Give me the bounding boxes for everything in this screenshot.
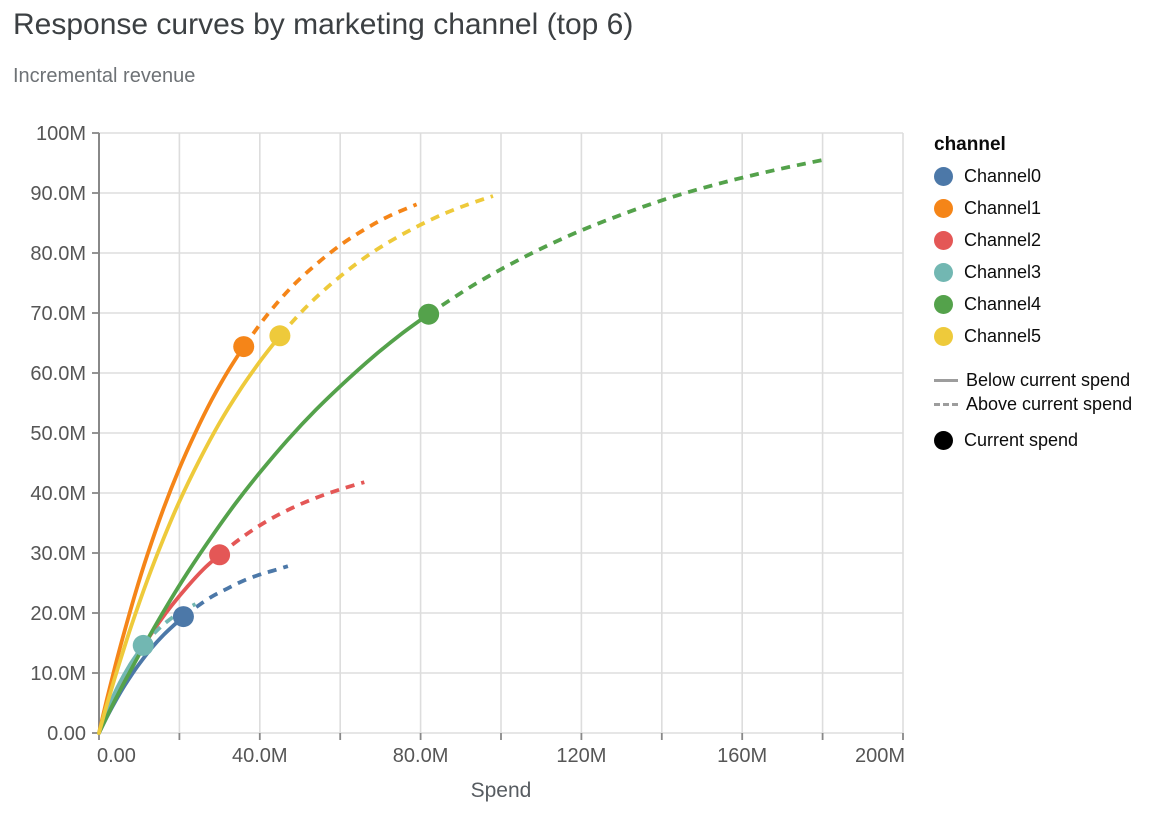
series-channel4-above-curve [427, 158, 823, 316]
x-tick-labels: 0.00 40.0M 80.0M 120M 160M 200M [97, 745, 905, 767]
current-spend-point-channel2 [209, 544, 231, 566]
current-spend-point-channel5 [269, 325, 291, 347]
legend-item-label: Channel2 [964, 229, 1042, 250]
current-spend-point-channel3 [132, 634, 154, 656]
channel0-swatch-icon [934, 166, 953, 186]
dashed-line-icon [934, 402, 958, 406]
legend-item-channel5: Channel5 [934, 320, 1162, 352]
chart-subtitle: Incremental revenue [13, 65, 196, 87]
x-axis-title: Spend [470, 779, 532, 802]
series-channel1-below-curve [97, 344, 246, 735]
channel1-swatch-icon [934, 198, 953, 218]
legend-item-label: Current spend [964, 429, 1079, 450]
legend-item-solid-line: Below current spend [934, 368, 1162, 392]
current-spend-dot-icon [934, 430, 953, 450]
y-tick-label: 60.0M [30, 363, 86, 385]
y-tick-label: 10.0M [30, 663, 86, 685]
y-tick-labels: 0.00 10.0M 20.0M 30.0M 40.0M 50.0M 60.0M 70.0M 8… [30, 123, 86, 745]
legend-channel-title: channel [934, 134, 1006, 155]
axes [92, 132, 904, 740]
x-tick-label: 200M [855, 745, 905, 767]
current-spend-point-channel0 [172, 606, 194, 628]
y-tick-label: 20.0M [30, 603, 86, 625]
y-tick-label: 50.0M [30, 423, 86, 445]
channel5-swatch-icon [934, 326, 953, 346]
y-tick-label: 30.0M [30, 543, 86, 565]
x-tick-label: 120M [556, 745, 606, 767]
channel3-swatch-icon [934, 262, 953, 282]
gridlines [99, 132, 904, 734]
series-channel5-above-curve [278, 194, 494, 338]
channel4-swatch-icon [934, 294, 953, 314]
legend-item-label: Channel0 [964, 165, 1042, 186]
legend-item-label: Channel4 [964, 293, 1042, 314]
series-channel0-above-curve [182, 564, 289, 619]
series-channel1-above-curve [242, 202, 418, 348]
chart-title: Response curves by marketing channel (to… [13, 8, 634, 41]
series-channel5-below-curve [97, 333, 282, 735]
current-spend-point-channel4 [418, 303, 440, 325]
y-tick-label: 100M [36, 123, 86, 145]
legend-item-channel4: Channel4 [934, 288, 1162, 320]
legend-item-channel3: Channel3 [934, 256, 1162, 288]
y-tick-label: 70.0M [30, 303, 86, 325]
legend-channel-items: Channel0 Channel1 Channel2 Channel3 Channel4… [934, 160, 1162, 352]
x-tick-label: 80.0M [393, 745, 449, 767]
legend-item-label: Below current spend [966, 369, 1131, 390]
y-tick-label: 80.0M [30, 243, 86, 265]
x-tick-label: 0.00 [97, 745, 136, 767]
current-spend-point-channel1 [233, 336, 255, 358]
legend-item-dashed-line: Above current spend [934, 392, 1162, 416]
x-tick-label: 40.0M [232, 745, 288, 767]
legend-item-channel1: Channel1 [934, 192, 1162, 224]
y-tick-label: 0.00 [47, 723, 86, 745]
series-channel2-above-curve [218, 480, 365, 557]
legend-item-label: Channel3 [964, 261, 1042, 282]
series-curves [97, 158, 823, 735]
solid-line-icon [934, 378, 958, 382]
legend-item-label: Channel5 [964, 325, 1042, 346]
channel2-swatch-icon [934, 230, 953, 250]
y-tick-label: 40.0M [30, 483, 86, 505]
legend-item-channel2: Channel2 [934, 224, 1162, 256]
legend: channel Channel0 Channel1 Channel2 Channel3… [934, 130, 1162, 452]
legend-item-label: Channel1 [964, 197, 1042, 218]
legend-item-current-spend: Current spend [934, 428, 1162, 452]
legend-current-spend-items: Current spend [934, 428, 1162, 452]
y-tick-label: 90.0M [30, 183, 86, 205]
legend-line-style-items: Below current spend Above current spend [934, 368, 1162, 416]
x-tick-label: 160M [717, 745, 767, 767]
current-spend-points [132, 303, 440, 656]
legend-item-label: Above current spend [966, 393, 1133, 414]
series-channel2-below-curve [97, 552, 222, 735]
series-channel4-below-curve [97, 312, 431, 735]
legend-item-channel0: Channel0 [934, 160, 1162, 192]
